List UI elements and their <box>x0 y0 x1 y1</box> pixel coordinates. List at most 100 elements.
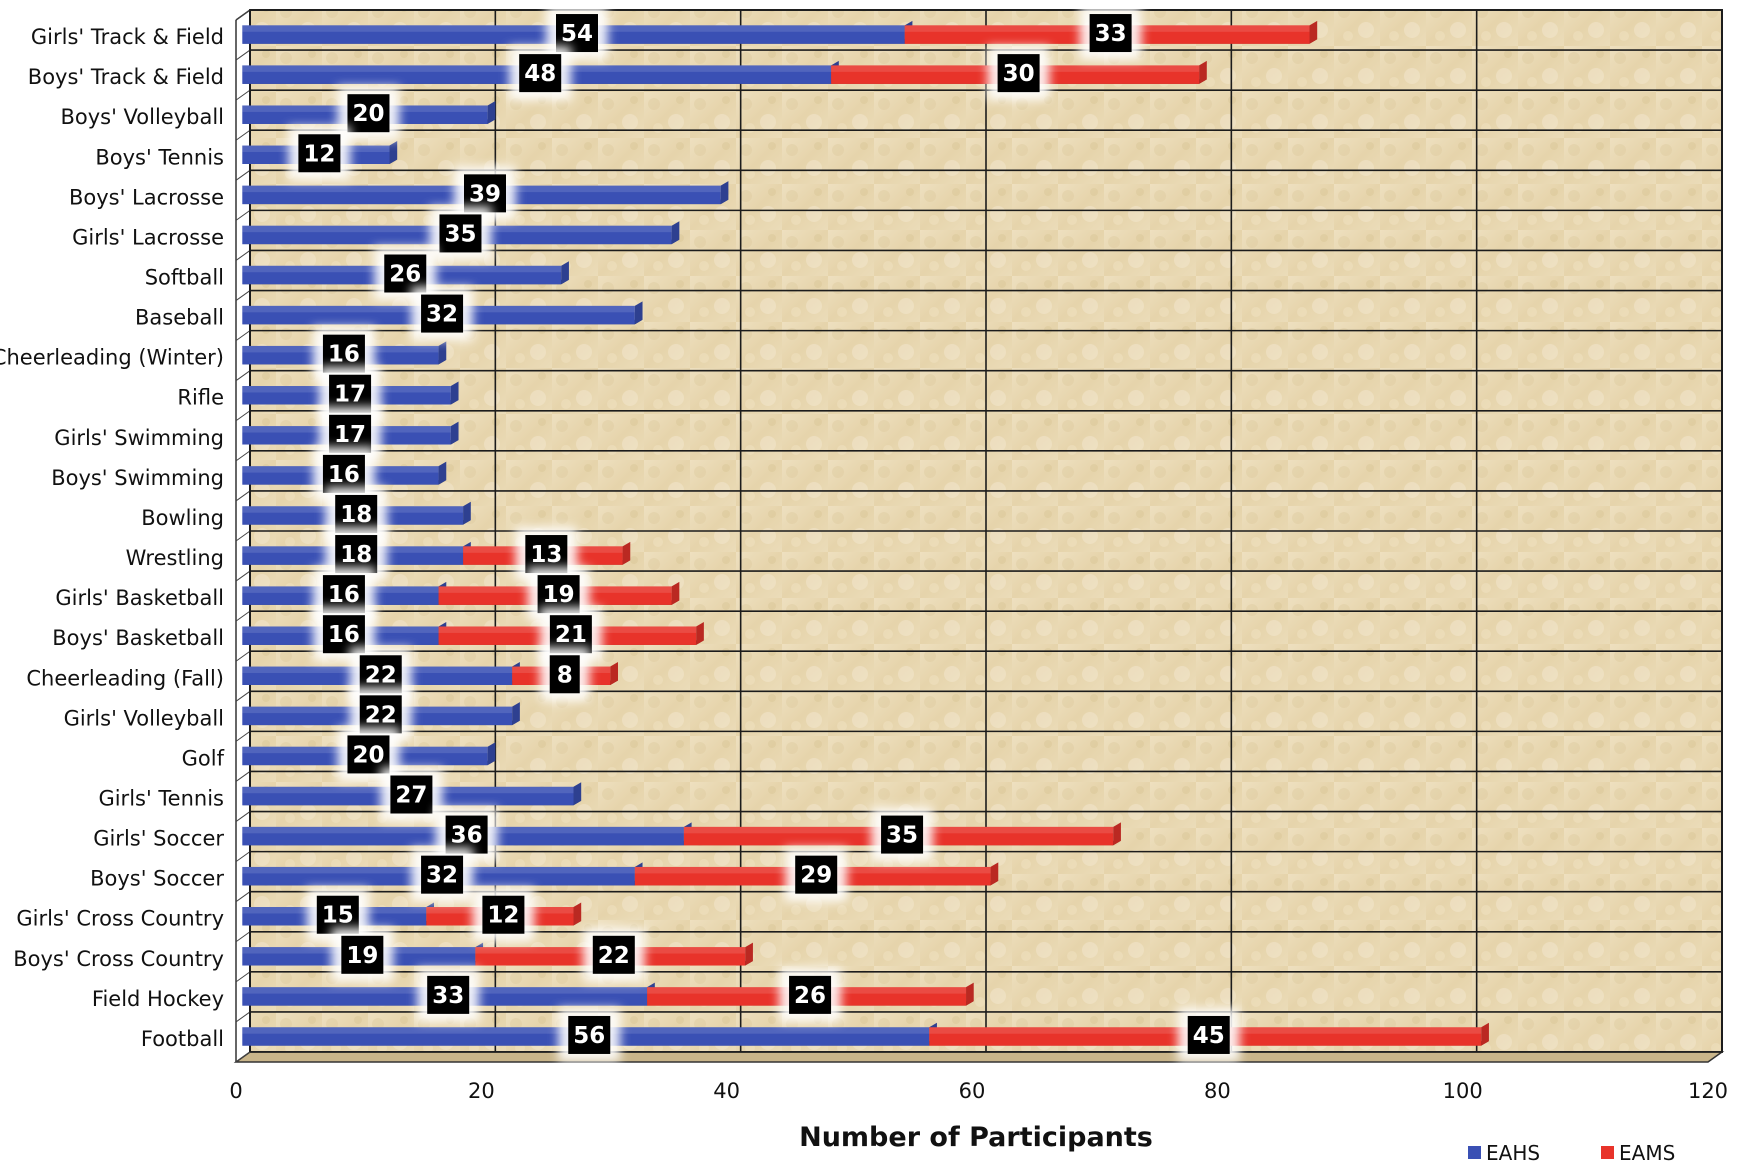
bar-end-face <box>720 181 729 205</box>
data-label-text: 13 <box>530 542 562 568</box>
data-label-eahs: 19 <box>331 927 394 982</box>
data-label-text: 18 <box>340 542 372 568</box>
bar-end-face <box>573 782 582 806</box>
category-label: Boys' Soccer <box>90 867 224 891</box>
data-label-box <box>556 14 598 53</box>
category-label: Cheerleading (Fall) <box>26 666 224 690</box>
data-label-box <box>881 815 924 854</box>
category-label: Field Hockey <box>92 987 224 1011</box>
row-gridline-edge <box>235 169 251 181</box>
row-gridline-edge <box>235 290 251 301</box>
category-label: Girls' Basketball <box>55 586 224 610</box>
category-label: Golf <box>182 746 225 770</box>
data-label-eahs: 48 <box>509 46 572 101</box>
category-label: Boys' Lacrosse <box>69 185 224 209</box>
data-label-box <box>298 134 341 173</box>
data-label-text: 16 <box>328 462 360 488</box>
data-label-eahs: 32 <box>411 847 474 902</box>
data-label-eams: 45 <box>1177 1007 1240 1062</box>
data-label-box <box>445 815 488 854</box>
data-label-text: 8 <box>557 662 573 688</box>
data-label-eams: 35 <box>871 807 934 862</box>
bar-end-face <box>671 221 680 245</box>
data-label-box <box>549 615 592 654</box>
data-label-text: 32 <box>426 302 458 328</box>
category-label: Boys' Track & Field <box>28 65 224 89</box>
row-gridline-edge <box>235 1011 251 1023</box>
data-label-text: 22 <box>365 702 397 728</box>
row-gridline-edge <box>235 730 251 742</box>
category-label: Softball <box>145 266 224 290</box>
data-label-text: 35 <box>444 221 476 247</box>
data-label-text: 33 <box>432 983 464 1009</box>
x-tick-label: 40 <box>713 1079 740 1103</box>
data-label-box <box>795 855 838 894</box>
data-label-eams: 12 <box>472 887 535 942</box>
data-label-box <box>549 655 580 694</box>
data-label-eams: 33 <box>1079 6 1142 61</box>
data-label-text: 54 <box>561 21 593 47</box>
row-gridline-edge <box>235 129 251 141</box>
data-label-text: 56 <box>573 1023 605 1049</box>
data-label-eams: 8 <box>539 647 590 702</box>
data-label-box <box>525 535 568 574</box>
data-label-box <box>322 334 365 373</box>
data-label-box <box>537 575 580 614</box>
data-label-text: 12 <box>303 141 335 167</box>
data-label-text: 19 <box>346 943 378 969</box>
data-label-text: 16 <box>328 342 360 368</box>
row-gridline-edge <box>235 450 251 462</box>
data-label-text: 20 <box>352 742 384 768</box>
data-label-box <box>359 655 402 694</box>
data-label-box <box>482 895 525 934</box>
data-label-text: 32 <box>426 863 458 889</box>
data-label-box <box>322 575 365 614</box>
data-label-text: 16 <box>328 582 360 608</box>
data-label-text: 45 <box>1193 1023 1225 1049</box>
plot-floor <box>233 1051 1725 1063</box>
bar-end-face <box>438 461 447 485</box>
data-label-text: 30 <box>1003 61 1035 87</box>
data-label-eahs: 32 <box>411 286 474 341</box>
data-label-box <box>789 975 832 1014</box>
category-label: Baseball <box>135 306 224 330</box>
bar-end-face <box>573 902 582 926</box>
data-label-eahs: 33 <box>417 967 480 1022</box>
legend-swatch <box>1601 1146 1614 1159</box>
data-label-text: 27 <box>395 783 427 809</box>
category-label: Boys' Swimming <box>51 466 224 490</box>
bar-end-face <box>438 341 447 365</box>
data-label-eams: 30 <box>987 46 1050 101</box>
row-gridline-edge <box>235 811 251 822</box>
data-label-text: 19 <box>543 582 575 608</box>
category-label: Bowling <box>141 506 224 530</box>
data-label-box <box>359 695 402 734</box>
data-label-text: 26 <box>389 262 421 288</box>
row-gridline-edge <box>235 610 251 622</box>
data-label-text: 18 <box>340 502 372 528</box>
category-label: Boys' Basketball <box>52 626 224 650</box>
category-label: Girls' Tennis <box>98 787 224 811</box>
data-label-text: 39 <box>469 181 501 207</box>
data-label-text: 21 <box>555 622 587 648</box>
data-label-box <box>341 935 384 974</box>
row-gridline-edge <box>235 49 251 61</box>
data-label-box <box>421 294 464 333</box>
row-gridline-edge <box>235 1051 251 1063</box>
bar-end-face <box>487 742 496 766</box>
category-label: Rifle <box>177 386 224 410</box>
data-label-box <box>347 735 390 774</box>
category-label: Girls' Swimming <box>54 426 224 450</box>
legend-label: EAHS <box>1486 1141 1540 1165</box>
bar-end-face <box>990 862 999 886</box>
x-tick-label: 80 <box>1204 1079 1231 1103</box>
bar-end-face <box>450 421 459 445</box>
data-label-box <box>316 895 359 934</box>
x-tick-label: 0 <box>229 1079 242 1103</box>
bar-end-face <box>610 662 618 685</box>
data-label-eams: 29 <box>785 847 848 902</box>
row-gridline-edge <box>235 931 251 943</box>
category-label: Cheerleading (Winter) <box>0 346 224 370</box>
data-label-text: 26 <box>794 983 826 1009</box>
